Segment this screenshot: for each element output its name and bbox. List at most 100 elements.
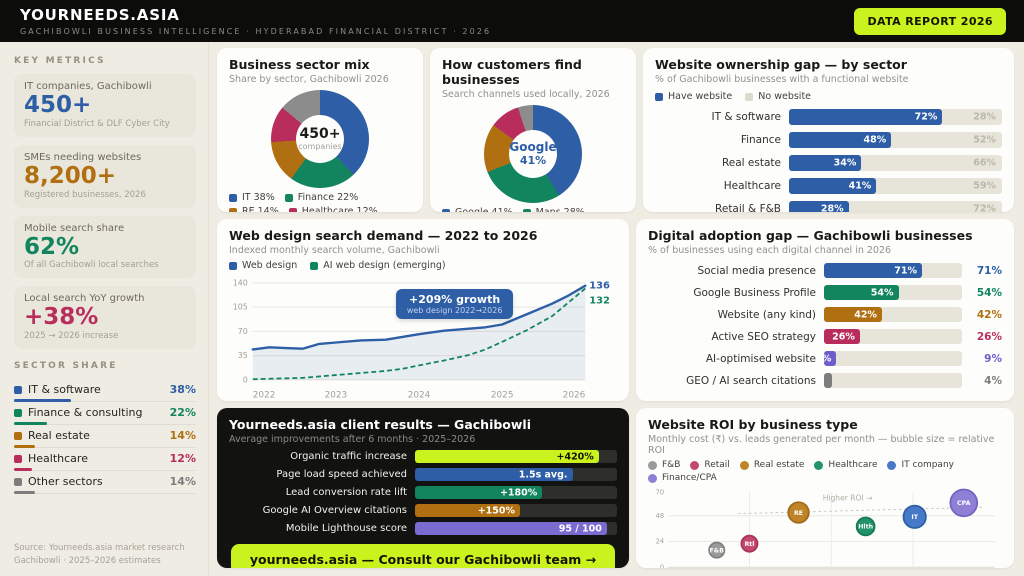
svg-text:140: 140 [233,278,248,287]
adoption-card: Digital adoption gap — Gachibowli busine… [636,219,1014,401]
sector-pct: 14% [169,475,196,489]
bar-fill: 95 / 100 [415,522,607,535]
source-note: Source: Yourneeds.asia market research G… [14,542,196,568]
svg-text:Rtl: Rtl [744,541,754,548]
card-title: Business sector mix [229,57,370,72]
bar-value: 48% [863,134,887,146]
svg-text:CPA: CPA [957,500,971,507]
bar-value: 41% [848,180,872,192]
bar-value: +150% [477,505,516,516]
svg-text:35: 35 [238,351,248,360]
ownership-row: Retail & F&B 28% 72% [655,201,1002,212]
consult-cta-button[interactable]: yourneeds.asia — Consult our Gachibowli … [231,544,615,568]
svg-text:0: 0 [660,563,664,568]
sector-pct: 12% [169,452,196,466]
svg-text:2024: 2024 [408,391,431,401]
bar-value: 1.5s avg. [518,469,568,480]
legend-swatch [690,460,700,470]
metric-value: 450+ [24,92,92,118]
legend-swatch [739,460,749,470]
line-chart-svg: 0 35 70 105 140 2022 2023 2024 2025 2026 136 132 [233,278,610,401]
bar-track: +420% [415,450,617,463]
source-line-1: Source: Yourneeds.asia market research [14,542,185,553]
metric-value: 8,200+ [24,162,117,189]
svg-text:2022: 2022 [253,391,276,401]
bar-track: +150% [415,504,617,517]
legend-item: Healthcare 12% [288,206,378,212]
ownership-legend: Have website No website [655,91,1002,102]
sector-row: Healthcare 12% [14,448,196,472]
legend-item: Web design [229,260,297,271]
bar-rest-value: 66% [973,157,996,169]
ownership-row: Real estate 34% 66% [655,155,1002,171]
svg-text:RE: RE [794,510,803,517]
bar-value: 95 / 100 [558,523,602,534]
growth-annotation: +209% growth web design 2022→2026 [395,289,514,320]
card-title: Website ROI by business type [648,417,858,432]
annotation-sub: web design 2022→2026 [406,306,503,316]
legend-swatch [442,208,450,212]
svg-text:24: 24 [656,538,665,546]
legend-label: Finance 22% [297,192,359,203]
sector-swatch [14,385,22,394]
metric-label: Mobile search share [24,222,125,234]
search-demand-card: Web design search demand — 2022 to 2026 … [217,219,629,401]
legend-label: Healthcare [828,460,878,470]
svg-text:2026: 2026 [563,391,586,401]
legend-item: Real estate [739,460,805,470]
legend-label: Healthcare 12% [301,206,378,212]
sector-row-top: IT & software 38% [14,383,196,396]
row-label: Google Business Profile [693,286,816,299]
sector-underline [14,445,35,449]
svg-text:2025: 2025 [491,391,514,401]
adoption-row: Website (any kind) 42% 42% [648,307,1002,322]
bar-value: 34% [833,157,857,169]
sector-label: Finance & consulting [28,406,143,420]
legend-swatch [887,460,897,470]
legend-label: Finance/CPA [662,473,717,483]
svg-text:136: 136 [589,281,610,292]
bar-right-value: 71% [976,264,1002,277]
bar-value: 28% [820,203,844,213]
legend-item: Finance/CPA [648,473,717,483]
donut-wrap: 450+ companies [229,90,411,188]
legend-item: Have website [655,91,732,102]
data-report-badge[interactable]: DATA REPORT 2026 [854,7,1006,35]
bar-have: 34% [789,155,862,171]
sector-pct: 38% [169,383,196,397]
sector-pct: 22% [169,406,196,420]
sector-row: Finance & consulting 22% [14,402,196,426]
bar-value: 26% [832,331,855,342]
bar-fill: 42% [824,307,882,322]
metric-value: +38% [24,304,99,331]
row-label: Mobile Lighthouse score [285,523,407,534]
legend-swatch [648,460,657,470]
legend-label: Maps 28% [536,207,585,212]
sector-label: IT & software [28,383,101,397]
results-rows: Organic traffic increase +420% Page load s… [229,450,617,535]
sector-swatch [14,477,22,486]
legend-label: AI web design (emerging) [323,260,446,271]
main-content: Business sector mix Share by sector, Gac… [209,42,1024,576]
row-top: Business sector mix Share by sector, Gac… [217,48,1014,212]
card-subtitle: Share by sector, Gachibowli 2026 [229,74,389,85]
card-subtitle: Monthly cost (₹) vs. leads generated per… [648,434,995,456]
legend-swatch [648,473,657,483]
legend-swatch [229,207,237,212]
bar-track: 9% [815,351,962,366]
bar-track: +180% [415,486,617,499]
donut-center-value: 450+ [299,126,341,143]
bar-fill [824,373,832,388]
legend-swatch [229,193,237,202]
legend-label: No website [758,91,812,102]
bar-have: 41% [789,178,877,194]
legend-label: Real estate [753,460,805,470]
row-label: IT & software [711,111,781,123]
sector-underline [14,422,47,426]
donut-wrap: Google 41% [442,105,624,203]
svg-text:IT: IT [911,514,918,521]
legend-swatch [655,92,663,101]
legend-swatch [284,193,293,202]
metric-sub: Registered businesses, 2026 [24,189,146,200]
